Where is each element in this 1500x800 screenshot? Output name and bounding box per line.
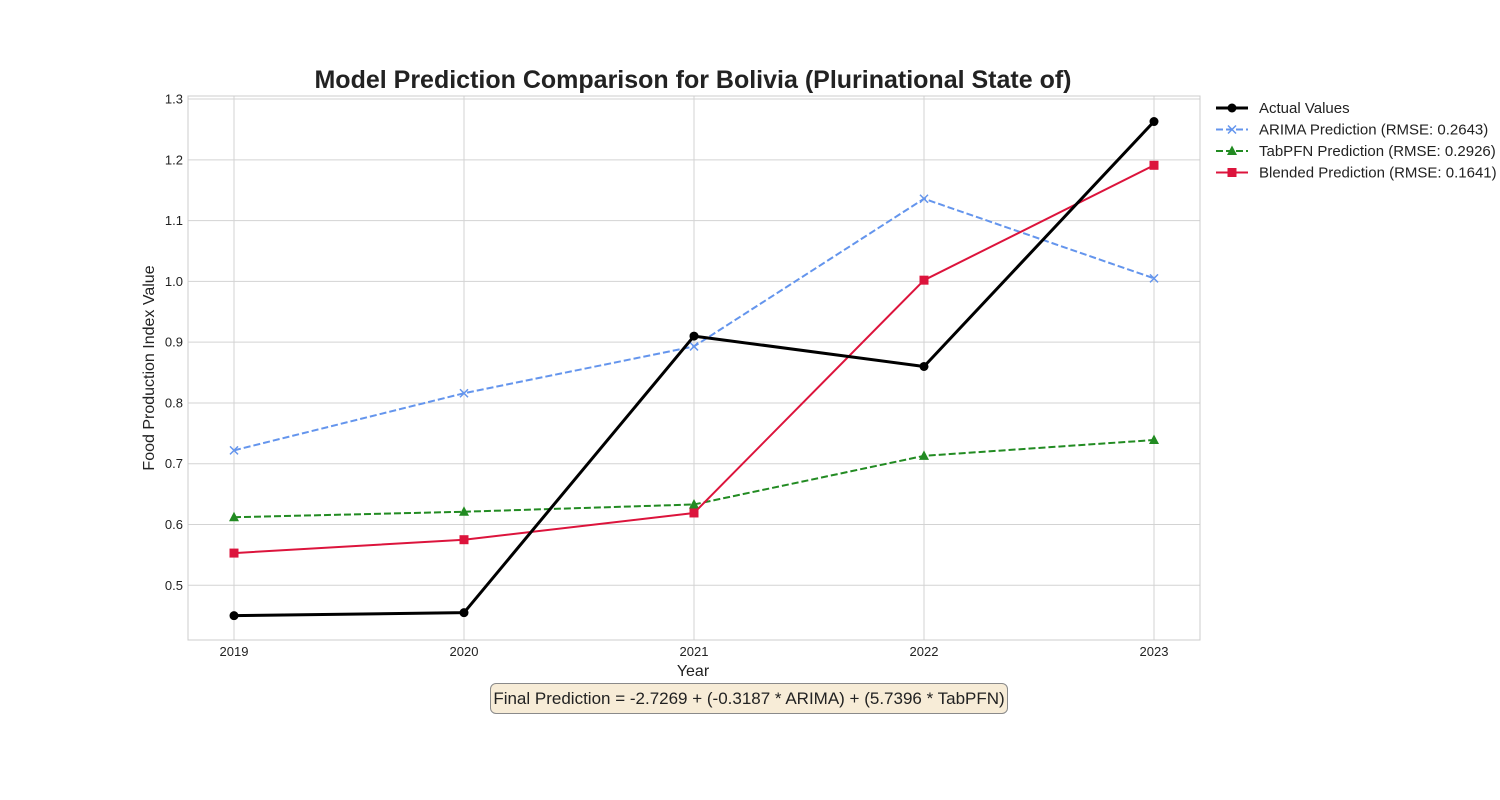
- y-tick-label: 1.0: [165, 274, 183, 289]
- data-point: [229, 611, 239, 621]
- x-tick-label: 2021: [680, 644, 709, 659]
- legend-entry: Blended Prediction (RMSE: 0.1641): [1216, 165, 1497, 182]
- data-point: [689, 498, 699, 509]
- legend-label: ARIMA Prediction (RMSE: 0.2643): [1259, 122, 1488, 139]
- data-point: [229, 548, 239, 558]
- y-tick-label: 0.9: [165, 335, 183, 350]
- data-point: [459, 608, 469, 618]
- y-tick-label: 1.1: [165, 213, 183, 228]
- y-tick-label: 1.2: [165, 152, 183, 167]
- chart-title: Model Prediction Comparison for Bolivia …: [314, 66, 1071, 94]
- legend-marker: [1227, 168, 1237, 177]
- legend-marker: [1227, 145, 1237, 155]
- x-tick-label: 2019: [220, 644, 249, 659]
- data-point: [229, 511, 239, 522]
- data-point: [459, 506, 469, 516]
- data-point: [459, 535, 469, 545]
- data-point: [689, 341, 699, 351]
- y-tick-labels: 0.5 0.6 0.7 0.8 0.9 1.0 1.1 1.2 1.3: [165, 92, 183, 593]
- legend-marker: [1227, 124, 1237, 135]
- x-tick-label: 2020: [450, 644, 479, 659]
- legend-label: Actual Values: [1259, 100, 1350, 117]
- data-point: [459, 388, 469, 398]
- series-group: [229, 117, 1159, 621]
- data-point: [1149, 273, 1159, 283]
- legend: Actual Values ARIMA Prediction (RMSE: 0.2…: [1216, 100, 1497, 182]
- data-point: [919, 361, 929, 371]
- data-point: [1149, 434, 1159, 445]
- data-point: [919, 194, 929, 204]
- data-point: [689, 331, 699, 341]
- data-point: [1149, 160, 1159, 170]
- data-point: [919, 275, 929, 285]
- x-tick-label: 2022: [910, 644, 939, 659]
- grid: [188, 96, 1200, 640]
- data-point: [919, 450, 929, 460]
- legend-marker: [1227, 103, 1237, 113]
- legend-entry: ARIMA Prediction (RMSE: 0.2643): [1216, 122, 1488, 139]
- legend-entry: TabPFN Prediction (RMSE: 0.2926): [1216, 143, 1496, 160]
- plot-frame: [187, 95, 1201, 641]
- y-tick-label: 0.6: [165, 517, 183, 532]
- x-axis-label: Year: [677, 663, 710, 680]
- series-3: [229, 160, 1159, 558]
- series-0: [229, 117, 1159, 621]
- y-tick-label: 0.5: [165, 578, 183, 593]
- x-tick-label: 2023: [1140, 644, 1169, 659]
- legend-label: TabPFN Prediction (RMSE: 0.2926): [1259, 143, 1496, 160]
- y-tick-label: 0.8: [165, 395, 183, 410]
- data-point: [689, 508, 699, 518]
- legend-entry: Actual Values: [1216, 100, 1350, 117]
- series-2: [229, 434, 1159, 522]
- y-tick-label: 0.7: [165, 456, 183, 471]
- y-tick-label: 1.3: [165, 92, 183, 107]
- data-point: [229, 445, 239, 455]
- data-point: [1149, 117, 1159, 127]
- formula-annotation: Final Prediction = -2.7269 + (-0.3187 * …: [490, 683, 1008, 714]
- x-tick-labels: 2019 2020 2021 2022 2023: [220, 644, 1169, 659]
- legend-label: Blended Prediction (RMSE: 0.1641): [1259, 165, 1497, 182]
- y-axis-label: Food Production Index Value: [141, 265, 158, 470]
- series-1: [229, 194, 1159, 455]
